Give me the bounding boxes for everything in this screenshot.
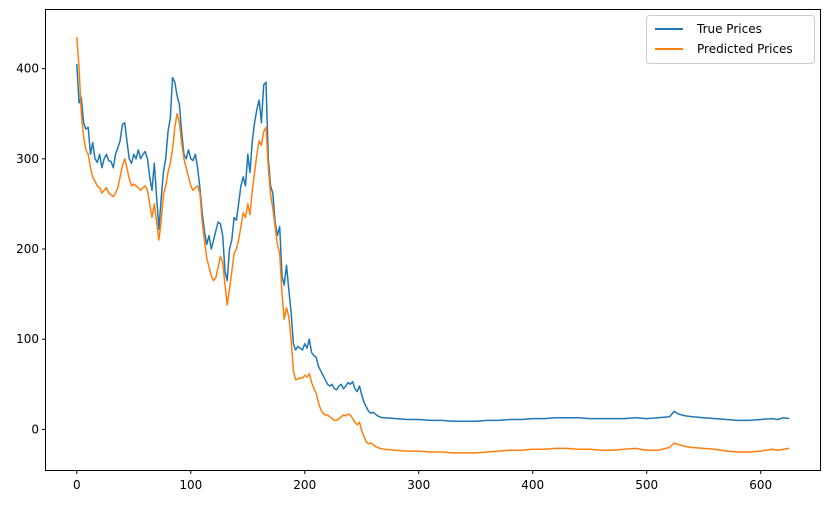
y-tick-label: 0 [31, 422, 39, 436]
x-tick-label: 100 [179, 478, 202, 492]
x-tick-label: 200 [293, 478, 316, 492]
y-tick-label: 300 [16, 152, 39, 166]
x-tick-label: 600 [749, 478, 772, 492]
series-lines [76, 37, 790, 454]
x-tick-label: 300 [407, 478, 430, 492]
x-tick-label: 500 [635, 478, 658, 492]
y-axis-ticks: 0 100 200 300 400 [16, 62, 46, 436]
legend-label-predicted-prices: Predicted Prices [697, 42, 793, 56]
x-tick-label: 400 [521, 478, 544, 492]
legend: True Prices Predicted Prices [646, 15, 815, 64]
plot-frame [45, 9, 821, 471]
legend-box [646, 15, 815, 64]
legend-label-true-prices: True Prices [696, 22, 762, 36]
x-tick-label: 0 [73, 478, 81, 492]
series-line-1 [76, 37, 790, 454]
x-axis-ticks: 0 100 200 300 400 500 600 [73, 470, 772, 492]
y-tick-label: 100 [16, 332, 39, 346]
y-tick-label: 400 [16, 62, 39, 76]
y-tick-label: 200 [16, 242, 39, 256]
